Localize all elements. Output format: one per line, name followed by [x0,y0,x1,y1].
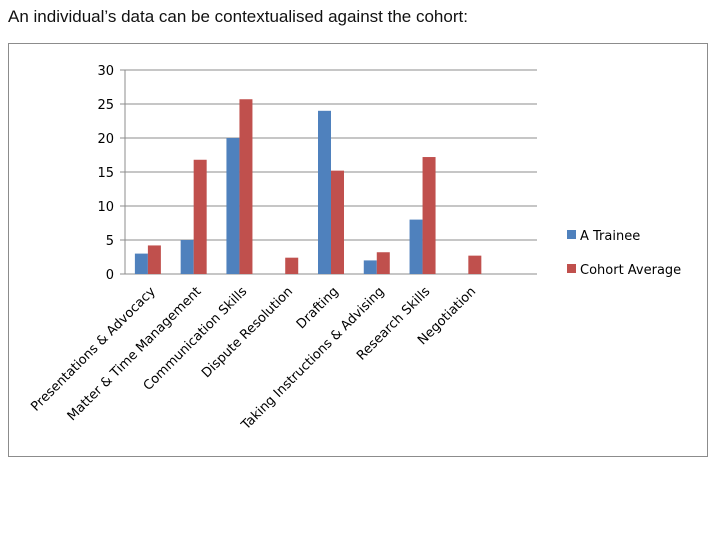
y-tick-label: 15 [97,166,114,181]
bar-trainee [134,253,148,274]
legend-label: A Trainee [580,229,640,244]
page-heading: An individual’s data can be contextualis… [8,7,468,26]
bar-trainee [180,240,194,274]
bar-cohort-average [193,159,207,274]
bar-trainee [226,138,240,274]
y-tick-label: 30 [97,64,114,79]
y-tick-label: 20 [97,132,114,147]
bar-trainee [409,219,423,274]
bar-cohort-average [285,257,299,274]
y-tick-label: 10 [97,200,114,215]
bar-cohort-average [147,245,161,274]
y-tick-label: 0 [106,268,114,283]
x-tick-label: Dispute Resolution [199,284,296,381]
bar-trainee [318,110,331,274]
y-tick-label: 5 [106,234,114,249]
y-tick-label: 25 [97,98,114,113]
bar-cohort-average [239,99,253,275]
legend-label: Cohort Average [580,263,681,278]
x-tick-label: Drafting [294,284,342,332]
bar-cohort-average [468,255,482,274]
bar-cohort-average [376,252,390,274]
legend-swatch [567,230,576,239]
bar-cohort-average [422,157,436,274]
bar-trainee [363,260,377,274]
legend-swatch [567,264,576,273]
bar-cohort-average [331,170,344,274]
